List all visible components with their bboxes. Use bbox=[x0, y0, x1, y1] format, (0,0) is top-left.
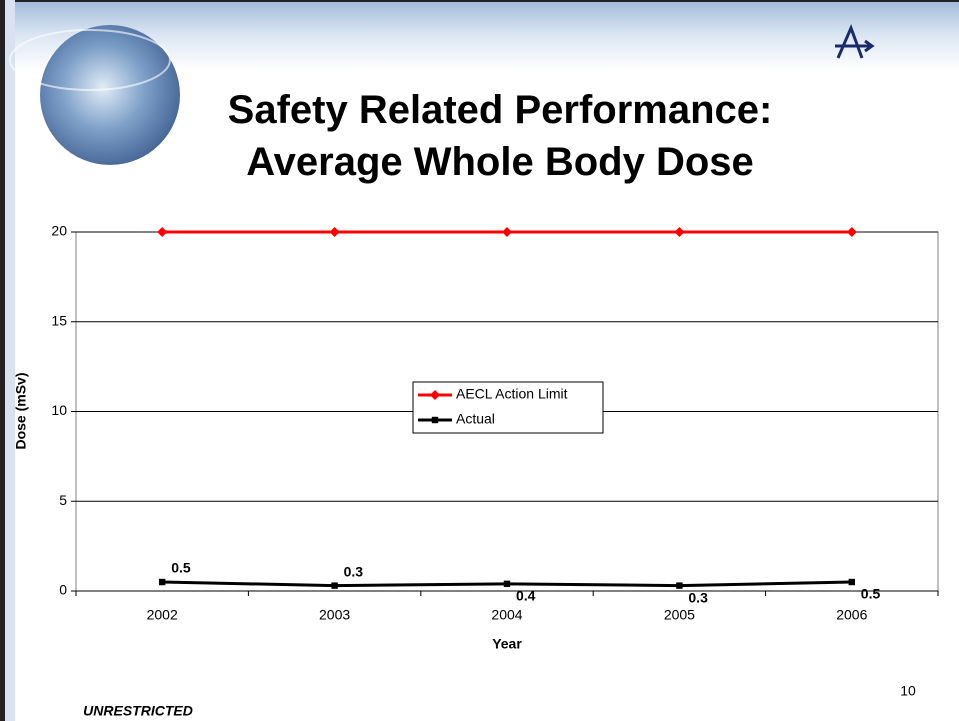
legend-label: Actual bbox=[456, 411, 495, 427]
x-axis-title: Year bbox=[492, 636, 522, 652]
marker bbox=[330, 227, 340, 237]
legend-label: AECL Action Limit bbox=[456, 386, 568, 402]
y-tick-label: 0 bbox=[59, 582, 67, 598]
slide-title: Safety Related Performance: Average Whol… bbox=[150, 84, 850, 188]
left-stripe bbox=[5, 0, 15, 721]
marker bbox=[331, 582, 337, 588]
marker bbox=[674, 227, 684, 237]
marker bbox=[676, 582, 682, 588]
data-label: 0.5 bbox=[861, 586, 881, 602]
data-label: 0.3 bbox=[688, 589, 708, 605]
marker bbox=[504, 581, 510, 587]
page-number: 10 bbox=[900, 683, 916, 699]
y-tick-label: 10 bbox=[51, 402, 67, 418]
y-axis-title: Dose (mSv) bbox=[13, 372, 29, 449]
top-border bbox=[0, 0, 959, 2]
x-tick-label: 2006 bbox=[836, 607, 867, 623]
marker bbox=[159, 579, 165, 585]
marker bbox=[849, 579, 855, 585]
y-tick-label: 20 bbox=[51, 223, 67, 239]
data-label: 0.3 bbox=[344, 563, 364, 579]
x-tick-label: 2004 bbox=[491, 607, 522, 623]
data-label: 0.4 bbox=[516, 588, 536, 604]
classification: UNRESTRICTED bbox=[83, 703, 193, 719]
marker bbox=[157, 227, 167, 237]
x-tick-label: 2003 bbox=[319, 607, 350, 623]
data-label: 0.5 bbox=[171, 560, 191, 576]
marker bbox=[847, 227, 857, 237]
y-tick-label: 15 bbox=[51, 312, 67, 328]
marker bbox=[502, 227, 512, 237]
x-tick-label: 2002 bbox=[147, 607, 178, 623]
left-border bbox=[0, 0, 5, 721]
x-tick-label: 2005 bbox=[664, 607, 695, 623]
slide: 10 UNRESTRICTED Year Dose (mSv) 0 5 10 15 20… bbox=[0, 0, 959, 721]
legend-marker bbox=[432, 417, 438, 423]
y-tick-label: 5 bbox=[59, 492, 67, 508]
